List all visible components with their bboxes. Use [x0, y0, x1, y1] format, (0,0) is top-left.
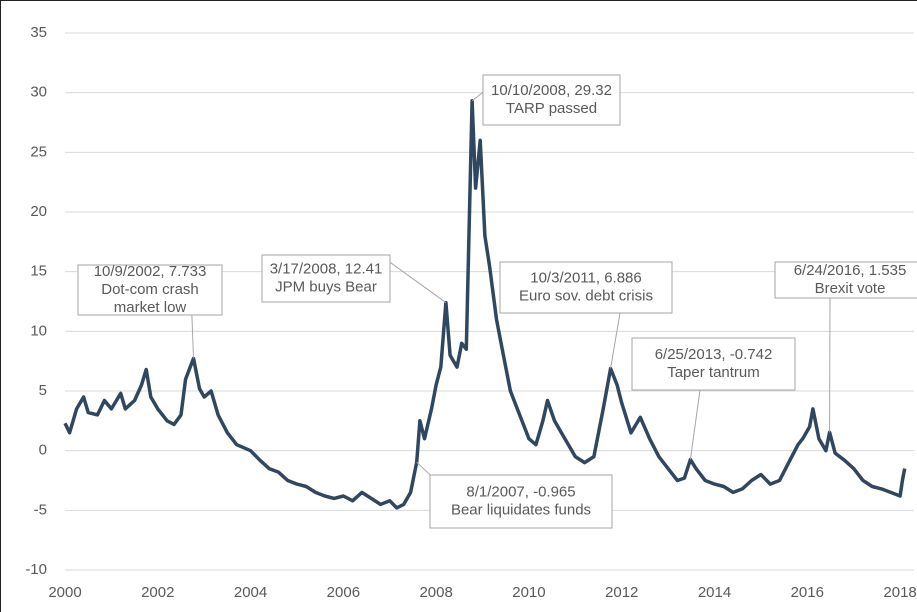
annotation-box [774, 261, 917, 299]
annotation-text: JPM buys Bear [275, 278, 377, 295]
annotation-box [631, 337, 796, 391]
annotation-text: 6/24/2016, 1.535 [794, 262, 907, 279]
y-tick-label: 35 [30, 24, 47, 41]
x-tick-label: 2018 [883, 584, 916, 601]
callout-line [610, 312, 621, 369]
x-tick-label: 2002 [141, 584, 174, 601]
annotation-text: TARP passed [506, 100, 597, 117]
annotation-text: Dot-com crash [101, 281, 199, 298]
annotation-box [429, 474, 613, 529]
annotation-text: 6/25/2013, -0.742 [655, 346, 773, 363]
x-tick-label: 2010 [512, 584, 545, 601]
annotation-text: 3/17/2008, 12.41 [270, 260, 383, 277]
y-tick-label: 10 [30, 322, 47, 339]
annotation-box [499, 261, 673, 314]
annotation-text: 10/3/2011, 6.886 [530, 269, 642, 286]
annotation-text: Brexit vote [815, 280, 886, 297]
annotation-text: market low [114, 299, 187, 316]
y-tick-label: 0 [39, 442, 47, 459]
x-tick-label: 2004 [234, 584, 267, 601]
x-tick-label: 2014 [698, 584, 731, 601]
y-tick-label: 20 [30, 203, 47, 220]
annotation-text: Taper tantrum [667, 364, 760, 381]
y-tick-label: 30 [30, 84, 47, 101]
annotation-box [482, 74, 621, 126]
x-tick-label: 2008 [419, 584, 452, 601]
y-tick-label: -5 [34, 501, 47, 518]
annotation-box [77, 264, 223, 316]
x-tick-label: 2000 [48, 584, 81, 601]
annotation-box [261, 254, 391, 303]
annotation-text: Euro sov. debt crisis [519, 287, 653, 304]
x-tick-label: 2012 [605, 584, 638, 601]
y-tick-label: 25 [30, 143, 47, 160]
callout-line [689, 389, 701, 460]
data-line [63, 99, 907, 510]
annotation-text: 8/1/2007, -0.965 [466, 483, 575, 500]
annotation-text: Bear liquidates funds [451, 501, 591, 518]
annotation-text: 10/10/2008, 29.32 [491, 82, 612, 99]
callout-line [379, 254, 447, 303]
annotation-text: 10/9/2002, 7.733 [94, 263, 207, 280]
y-tick-label: 5 [39, 382, 47, 399]
y-tick-label: -10 [25, 561, 47, 578]
x-tick-label: 2016 [791, 584, 824, 601]
y-tick-label: 15 [30, 263, 47, 280]
x-tick-label: 2006 [327, 584, 360, 601]
